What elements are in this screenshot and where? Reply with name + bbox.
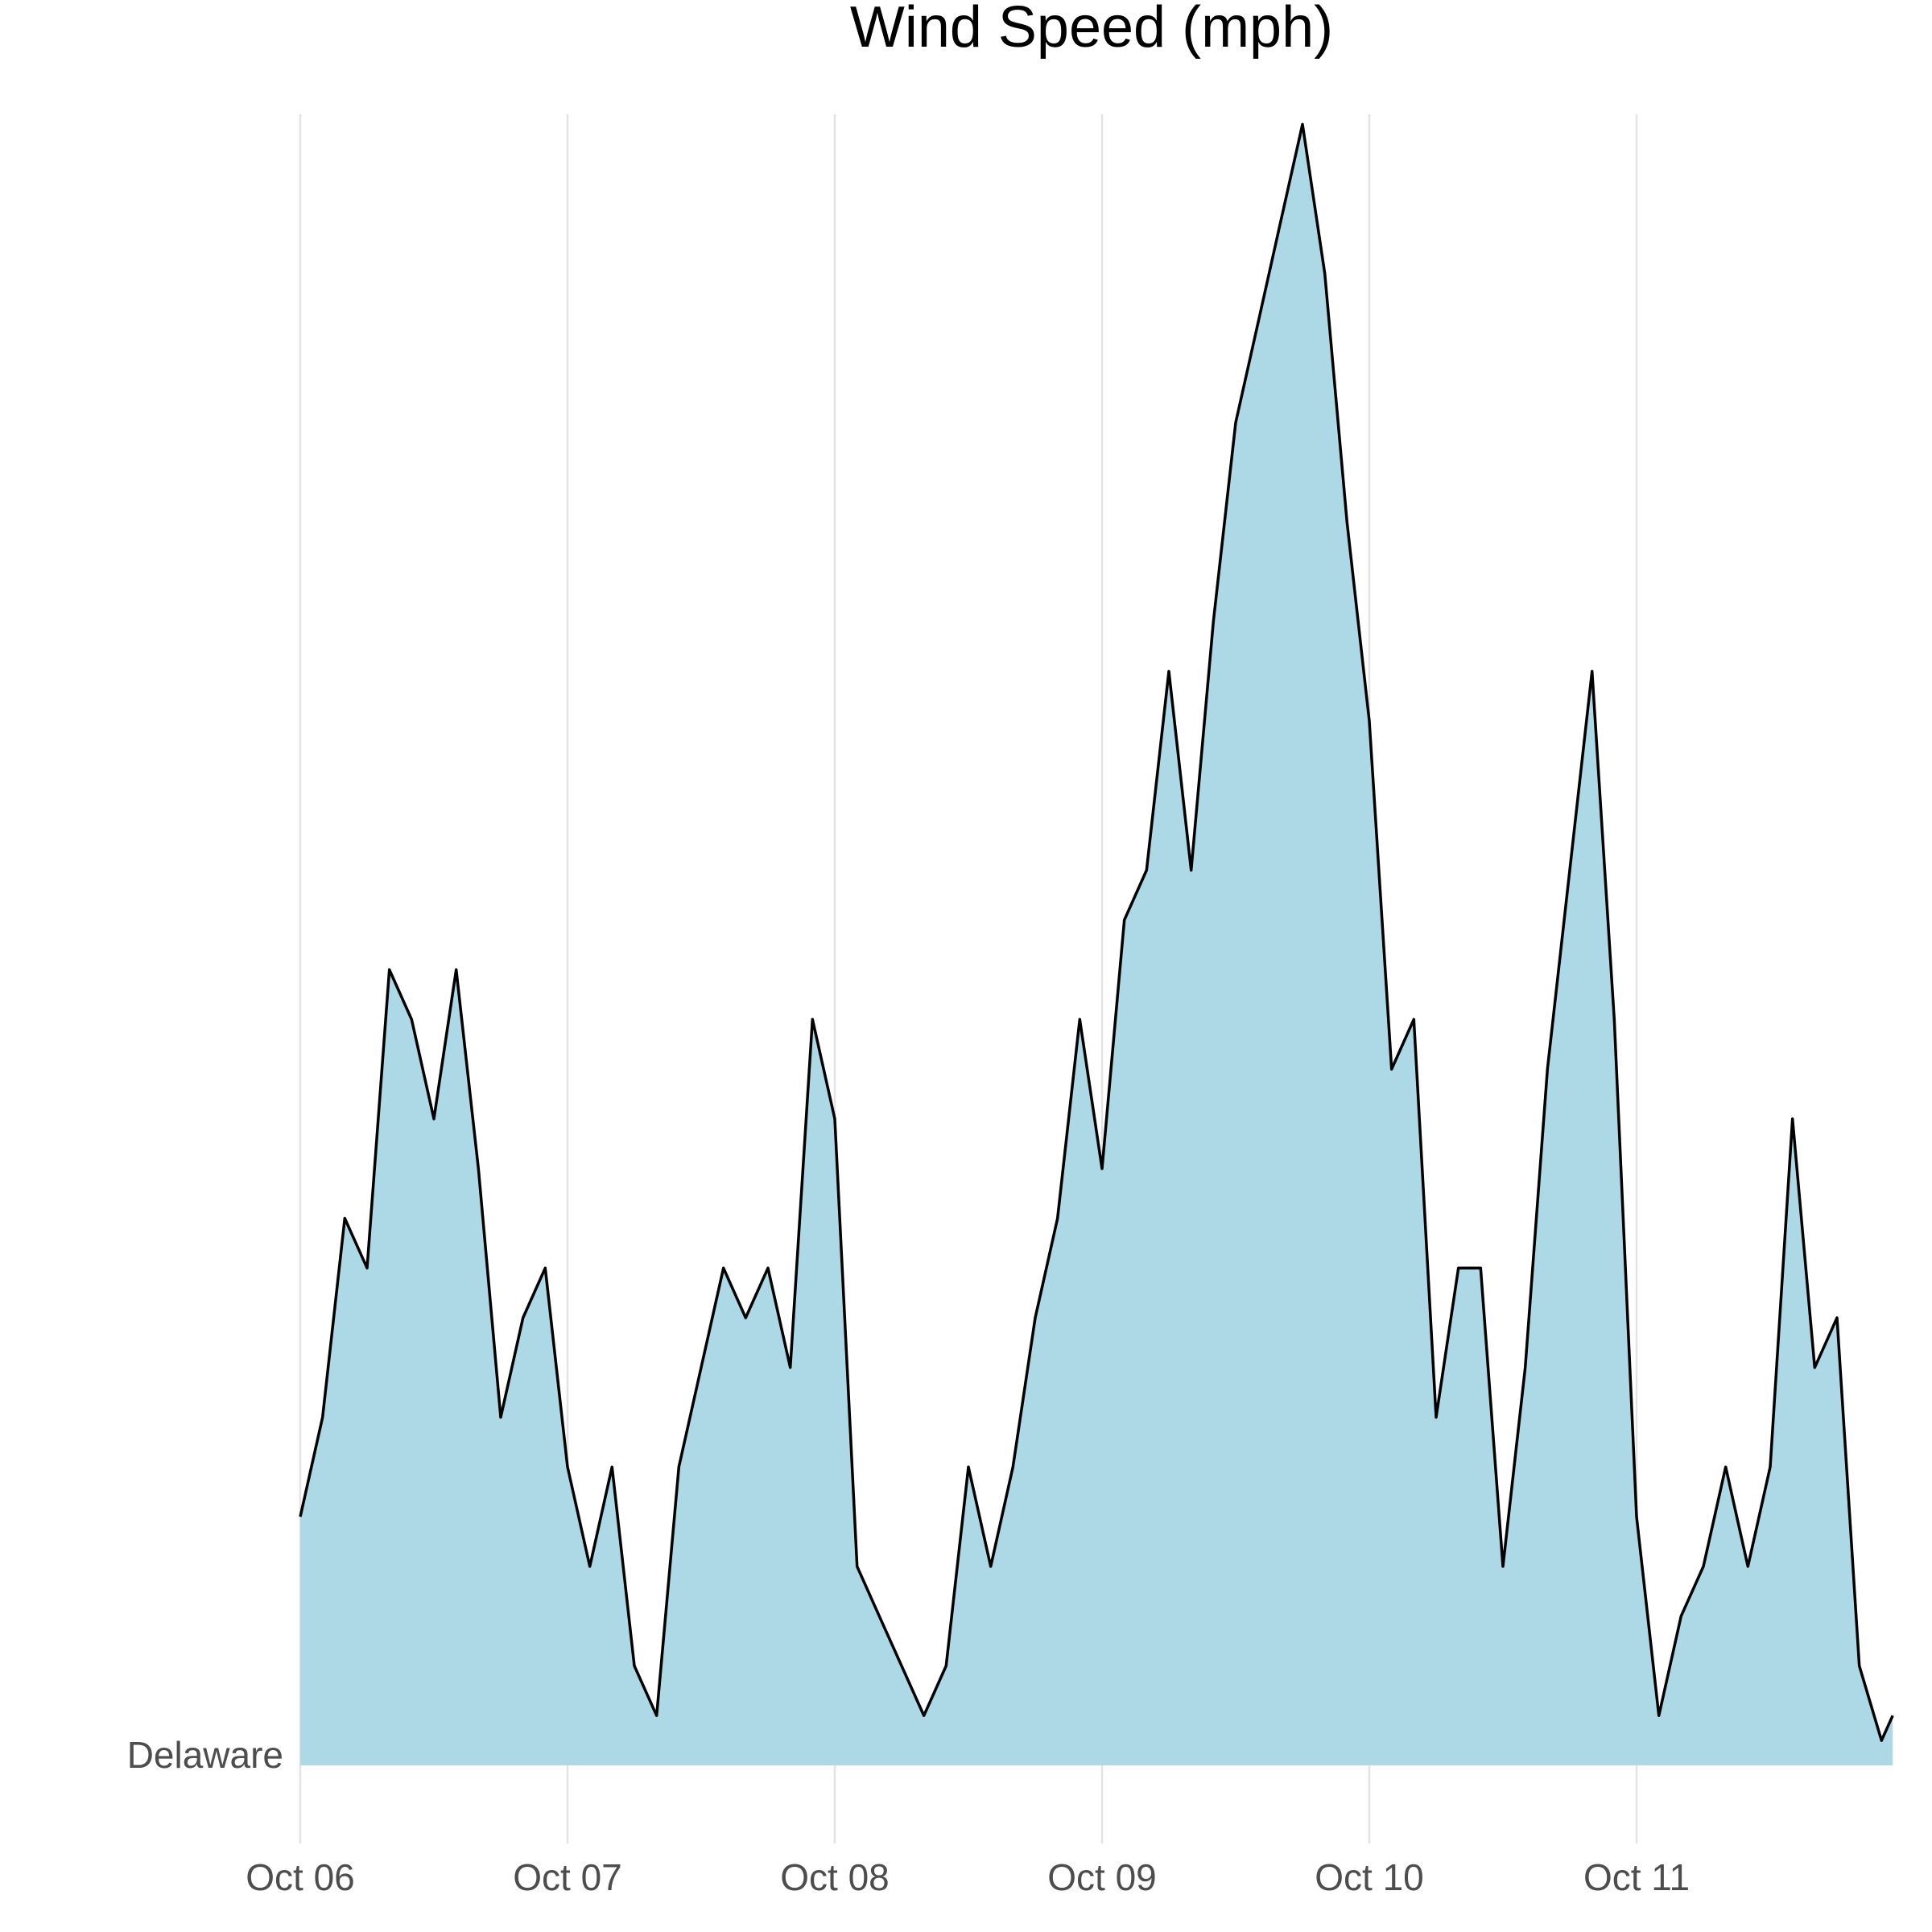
series-line <box>299 122 1894 1742</box>
x-axis-ticks: Oct 06 Oct 07 Oct 08 Oct 09 Oct 10 Oct 11 <box>246 1856 1690 1898</box>
x-tick-label: Oct 07 <box>513 1856 622 1898</box>
x-tick-label: Oct 08 <box>780 1856 890 1898</box>
x-tick-label: Oct 10 <box>1315 1856 1424 1898</box>
y-category-label: Delaware <box>127 1734 283 1776</box>
x-tick-label: Oct 09 <box>1047 1856 1157 1898</box>
x-tick-label: Oct 06 <box>246 1856 355 1898</box>
area-fill <box>300 124 1893 1765</box>
chart-title: Wind Speed (mph) <box>850 0 1333 60</box>
x-tick-label: Oct 11 <box>1583 1856 1690 1898</box>
